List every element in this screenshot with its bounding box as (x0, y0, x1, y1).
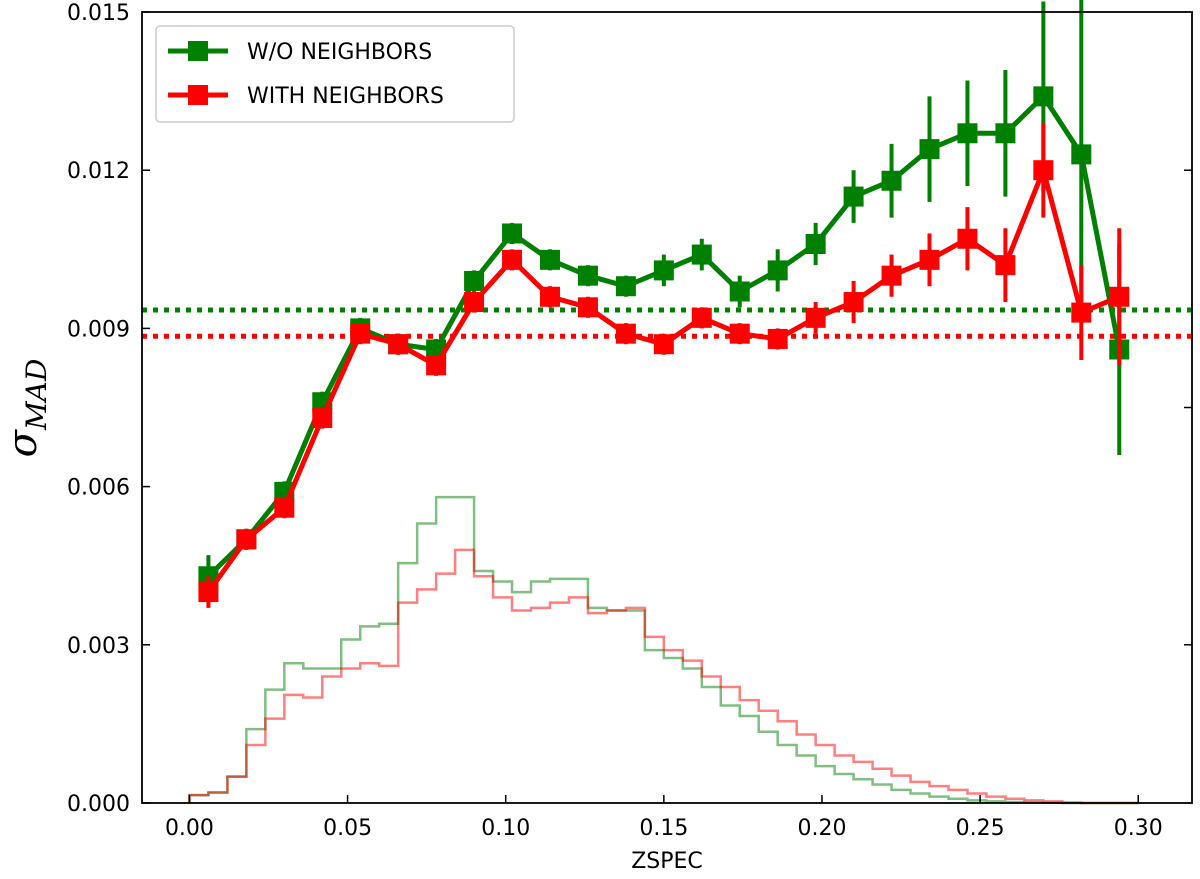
legend-label: WITH NEIGHBORS (247, 84, 444, 109)
data-point (995, 255, 1016, 276)
histogram-with-neighbors (188, 548, 1139, 805)
x-tick-label: 0.20 (797, 816, 846, 841)
x-axis-label: ZSPEC (631, 849, 703, 874)
data-point (691, 244, 712, 265)
x-tick-label: 0.15 (639, 816, 688, 841)
data-point (1109, 286, 1130, 307)
legend-swatch-marker (188, 41, 208, 61)
x-tick-label: 0.10 (481, 816, 530, 841)
data-point (919, 249, 940, 270)
data-point (843, 292, 864, 313)
data-point (767, 260, 788, 281)
data-point (236, 529, 257, 550)
data-point (1033, 160, 1054, 181)
legend-swatch-marker (188, 85, 208, 105)
y-axis-label: σMAD (0, 359, 53, 458)
y-tick-label: 0.015 (67, 1, 130, 26)
data-point (805, 307, 826, 328)
x-tick-label: 0.25 (956, 816, 1005, 841)
legend-entry-with-neighbors: WITH NEIGHBORS (168, 84, 444, 109)
y-axis-label-subscript: MAD (20, 359, 53, 431)
data-point (1071, 302, 1092, 323)
data-point (198, 582, 219, 603)
data-point (539, 286, 560, 307)
data-point (653, 334, 674, 355)
data-point (767, 328, 788, 349)
data-point (995, 123, 1016, 144)
series-layer (198, 0, 1130, 608)
data-point (957, 123, 978, 144)
series-line (206, 167, 1121, 594)
legend-label: W/O NEIGHBORS (247, 40, 432, 65)
y-tick-label: 0.006 (67, 476, 130, 501)
histogram-w-o-neighbors (188, 495, 1139, 805)
data-point (312, 408, 333, 429)
data-point (729, 281, 750, 302)
axes-layer: 0.00 0.05 0.10 0.15 0.20 0.25 0.30 0.000 0.003 0.… (67, 1, 1192, 841)
data-point (464, 292, 485, 313)
data-point (691, 307, 712, 328)
y-axis-label-symbol: σ (0, 428, 46, 457)
data-point (388, 334, 409, 355)
y-tick-label: 0.012 (67, 159, 130, 184)
histogram-layer (188, 495, 1139, 805)
svg-text:σMAD: σMAD (0, 359, 53, 458)
data-point (274, 497, 295, 518)
x-tick-label: 0.00 (165, 816, 214, 841)
data-point (615, 323, 636, 344)
data-point (881, 170, 902, 191)
series-with-neighbors (198, 122, 1130, 608)
data-point (464, 270, 485, 291)
y-tick-label: 0.003 (67, 634, 130, 659)
data-point (1033, 86, 1054, 107)
data-point (881, 265, 902, 286)
data-point (919, 139, 940, 160)
data-point (1071, 144, 1092, 165)
data-point (615, 276, 636, 297)
data-point (539, 249, 560, 270)
legend-box (155, 25, 515, 123)
data-point (843, 186, 864, 207)
data-point (805, 234, 826, 255)
x-tick-label: 0.05 (323, 816, 372, 841)
data-point (502, 249, 523, 270)
y-tick-label: 0.009 (67, 317, 130, 342)
plot-frame (141, 11, 1193, 804)
data-point (502, 223, 523, 244)
data-point (957, 228, 978, 249)
mean-lines-layer (142, 307, 1192, 339)
legend: W/O NEIGHBORS WITH NEIGHBORS (155, 25, 515, 123)
y-tick-label: 0.000 (67, 792, 130, 817)
data-point (577, 297, 598, 318)
data-point (426, 355, 447, 376)
data-point (350, 323, 371, 344)
data-point (729, 323, 750, 344)
legend-entry-without-neighbors: W/O NEIGHBORS (168, 40, 432, 65)
x-tick-label: 0.30 (1114, 816, 1163, 841)
data-point (653, 260, 674, 281)
data-point (577, 265, 598, 286)
